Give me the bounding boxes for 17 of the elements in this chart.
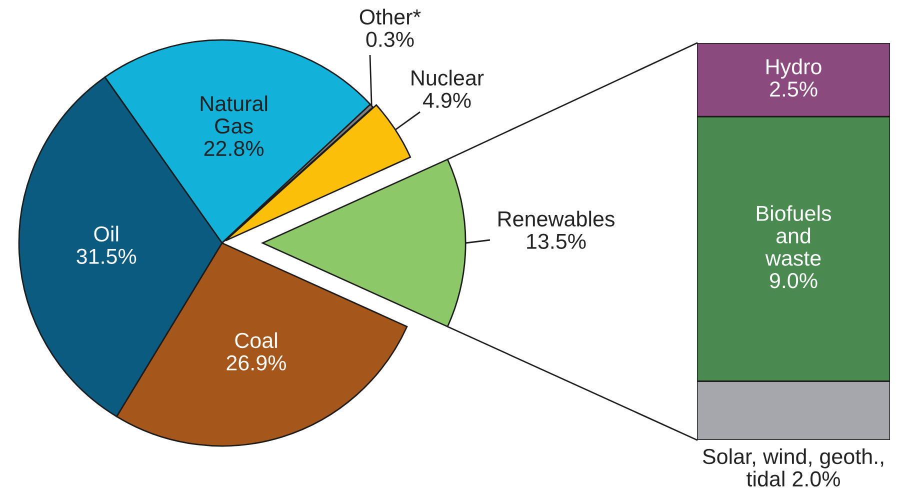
data-label: 0.3%	[366, 32, 414, 47]
slice-label: Renewables	[498, 210, 614, 227]
data-label: 4.9%	[422, 92, 471, 108]
slice-label: Nuclear	[412, 70, 484, 86]
slice-label: Natural Gas	[200, 95, 268, 134]
series-label: Hydro	[766, 58, 822, 79]
slice-label: Other*	[360, 8, 421, 25]
series-label: Biofuels and waste	[756, 205, 832, 266]
slice-label: Coal	[235, 332, 277, 348]
data-label: 22.8%	[204, 140, 264, 156]
data-label: 13.5%	[527, 234, 586, 249]
data-label: 26.9%	[226, 355, 286, 371]
data-label: 9.0%	[770, 273, 818, 288]
slice-label: Oil	[94, 226, 118, 242]
data-label: 2.5%	[770, 82, 818, 97]
data-label: 31.5%	[76, 248, 136, 264]
text: Solar, wind, geoth., tidal 2.0%	[702, 448, 884, 487]
